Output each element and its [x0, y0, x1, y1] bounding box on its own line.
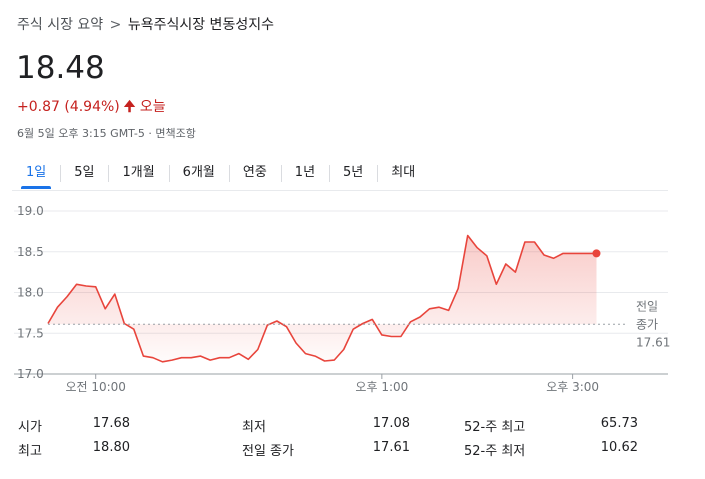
stat-label: 최고 [18, 444, 42, 459]
last-price-dot [592, 249, 601, 258]
previous-close-label-line2: 종가 [636, 317, 658, 331]
tab-range-4[interactable]: 연중 [228, 160, 281, 188]
last-price-point [592, 249, 601, 258]
stat-label: 전일 종가 [242, 444, 294, 459]
tabs-divider [12, 190, 668, 191]
tab-range-5[interactable]: 1년 [280, 160, 329, 188]
quote-timestamp: 6월 5일 오후 3:15 GMT-5 · 면책조항 [17, 127, 196, 140]
range-tabs: 1일 5일 1개월 6개월 연중 1년 5년 최대 [12, 160, 429, 190]
tab-range-2[interactable]: 1개월 [108, 160, 168, 188]
stat-value: 17.68 [92, 416, 130, 431]
breadcrumb: 주식 시장 요약 > 뉴욕주식시장 변동성지수 [17, 14, 274, 34]
price-line [47, 234, 597, 363]
stat-label: 최저 [242, 420, 266, 435]
stat-value: 10.62 [600, 440, 638, 455]
x-tick-label: 오전 10:00 [65, 380, 125, 394]
stat-value: 65.73 [600, 416, 638, 431]
stat-label: 52-주 최저 [464, 444, 526, 459]
previous-close-value: 17.61 [636, 335, 670, 349]
tab-range-3[interactable]: 6개월 [168, 160, 229, 188]
tab-range-1[interactable]: 5일 [60, 160, 108, 188]
y-tick-label: 19.0 [17, 204, 44, 218]
price-area-fill [48, 235, 597, 362]
stat-value: 17.08 [372, 416, 410, 431]
y-tick-label: 17.0 [17, 367, 44, 381]
y-axis-ticks: 19.0 18.5 18.0 17.5 17.0 [17, 204, 44, 381]
tab-range-0[interactable]: 1일 [12, 160, 60, 189]
y-tick-label: 18.0 [17, 286, 44, 300]
y-tick-label: 17.5 [17, 326, 44, 340]
x-tick-label: 오후 1:00 [355, 380, 408, 394]
breadcrumb-root-link[interactable]: 주식 시장 요약 [17, 17, 104, 33]
breadcrumb-current: 뉴욕주식시장 변동성지수 [127, 17, 274, 33]
chart-area [47, 234, 597, 363]
arrow-up-icon: 🠉 [123, 99, 136, 115]
stat-value: 17.61 [372, 440, 410, 455]
previous-close-label-line1: 전일 [636, 299, 658, 313]
price-change-value: +0.87 (4.94%) [17, 99, 120, 115]
x-tick-label: 오후 3:00 [546, 380, 599, 394]
chart-gridlines [14, 210, 668, 375]
breadcrumb-separator: > [109, 17, 122, 33]
stat-label: 시가 [18, 420, 42, 435]
stat-value: 18.80 [92, 440, 130, 455]
stat-label: 52-주 최고 [464, 420, 526, 435]
price-change: +0.87 (4.94%) 🠉 오늘 [17, 96, 166, 120]
x-axis-ticks: 오전 10:00 오후 1:00 오후 3:00 [65, 374, 599, 394]
current-price: 18.48 [16, 50, 105, 86]
tab-range-7[interactable]: 최대 [377, 160, 429, 188]
y-tick-label: 18.5 [17, 245, 44, 259]
tab-range-6[interactable]: 5년 [329, 160, 377, 188]
price-change-period: 오늘 [139, 99, 166, 115]
